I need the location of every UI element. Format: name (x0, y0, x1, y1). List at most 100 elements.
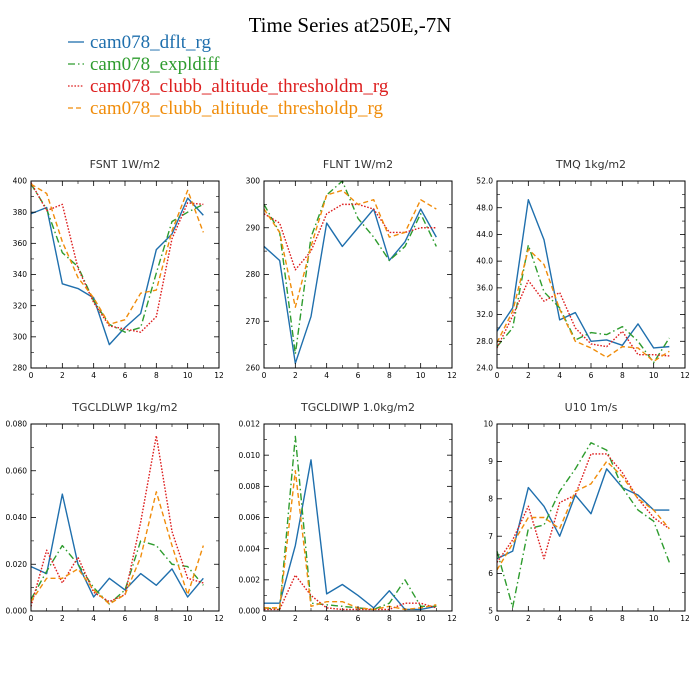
y-tick-label: 24.0 (476, 364, 493, 373)
y-tick-label: 270 (246, 317, 261, 326)
y-tick-label: 0.004 (239, 544, 261, 553)
x-tick-label: 2 (60, 614, 65, 623)
y-tick-label: 0.060 (6, 466, 28, 475)
series-line (496, 198, 670, 349)
chart-panel: TGCLDIWP 1.0kg/m2 0 2 4 6 8 10 12 0.000 0.002 0.00… (239, 401, 457, 623)
y-tick-label: 300 (246, 177, 261, 186)
y-tick-label: 32.0 (476, 310, 493, 319)
y-tick-label: 8 (488, 494, 493, 503)
legend-label: cam078_clubb_altitude_thresholdp_rg (90, 98, 384, 119)
x-tick-label: 0 (29, 614, 34, 623)
series-line (496, 279, 670, 357)
y-tick-label: 0.008 (239, 482, 261, 491)
panel-title: TMQ 1kg/m2 (555, 158, 626, 171)
chart-panel: TMQ 1kg/m2 0 2 4 6 8 10 12 24.0 28.0 32.0 36.0 40.0 4… (476, 158, 690, 380)
series-line (30, 540, 204, 605)
y-tick-label: 0.040 (6, 513, 28, 522)
series-line (496, 460, 670, 571)
series-line (30, 493, 204, 598)
x-tick-label: 2 (526, 371, 531, 380)
series-line (264, 574, 437, 611)
y-tick-label: 290 (246, 223, 261, 232)
panel-title: U10 1m/s (565, 401, 618, 414)
series-line (263, 435, 437, 611)
x-tick-label: 0 (495, 614, 500, 623)
x-tick-label: 0 (495, 371, 500, 380)
legend-item: cam078_clubb_altitude_thresholdm_rg (68, 76, 389, 97)
x-tick-label: 10 (649, 371, 659, 380)
y-tick-label: 5 (488, 607, 493, 616)
series-line (30, 491, 204, 605)
y-tick-label: 52.0 (476, 177, 493, 186)
x-tick-label: 12 (680, 371, 690, 380)
series-line (496, 248, 670, 363)
x-tick-label: 2 (293, 614, 298, 623)
x-tick-label: 0 (262, 371, 267, 380)
y-tick-label: 36.0 (476, 283, 493, 292)
x-tick-label: 6 (123, 371, 128, 380)
x-tick-label: 4 (91, 614, 96, 623)
series-line (496, 468, 670, 560)
series-line (30, 434, 204, 607)
series-line (30, 183, 204, 333)
x-tick-label: 8 (387, 614, 392, 623)
panel-title: FSNT 1W/m2 (90, 158, 161, 171)
chart-panel: U10 1m/s 0 2 4 6 8 10 12 5 6 7 8 9 10 (483, 401, 690, 623)
y-tick-label: 0.006 (239, 513, 261, 522)
legend-item: cam078_expldiff (68, 54, 220, 75)
x-tick-label: 6 (356, 371, 361, 380)
x-tick-label: 0 (262, 614, 267, 623)
y-tick-label: 280 (246, 270, 261, 279)
series-line (496, 453, 670, 563)
y-tick-label: 0.012 (239, 420, 261, 429)
figure-title: Time Series at250E,-7N (249, 13, 452, 37)
x-tick-label: 4 (324, 614, 329, 623)
series-line (30, 182, 204, 333)
chart-panel: FSNT 1W/m2 0 2 4 6 8 10 12 280 300 320 340 360 380 400 (13, 158, 224, 380)
x-tick-label: 10 (649, 614, 659, 623)
y-tick-label: 400 (13, 177, 28, 186)
series-line (264, 459, 437, 611)
x-tick-label: 4 (324, 371, 329, 380)
panel-title: TGCLDLWP 1kg/m2 (71, 401, 177, 414)
y-tick-label: 10 (483, 420, 493, 429)
x-tick-label: 6 (123, 614, 128, 623)
x-tick-label: 10 (183, 371, 193, 380)
panel-title: FLNT 1W/m2 (323, 158, 393, 171)
x-tick-label: 2 (293, 371, 298, 380)
y-tick-label: 0.000 (239, 607, 261, 616)
plot-frame (30, 180, 220, 369)
y-tick-label: 300 (13, 332, 28, 341)
y-tick-label: 0.020 (6, 560, 28, 569)
y-tick-label: 44.0 (476, 230, 493, 239)
x-tick-label: 6 (356, 614, 361, 623)
series-line (264, 470, 437, 611)
x-tick-label: 2 (526, 614, 531, 623)
x-tick-label: 10 (183, 614, 193, 623)
x-tick-label: 6 (589, 371, 594, 380)
chart-panel: FLNT 1W/m2 0 2 4 6 8 10 12 260 270 280 290 300 (246, 158, 457, 380)
y-tick-label: 28.0 (476, 337, 493, 346)
y-tick-label: 380 (13, 208, 28, 217)
x-tick-label: 12 (214, 614, 224, 623)
y-tick-label: 48.0 (476, 203, 493, 212)
x-tick-label: 12 (447, 371, 457, 380)
x-tick-label: 10 (416, 371, 426, 380)
x-tick-label: 10 (416, 614, 426, 623)
y-tick-label: 280 (13, 364, 28, 373)
y-tick-label: 260 (246, 364, 261, 373)
panel-title: TGCLDIWP 1.0kg/m2 (300, 401, 415, 414)
x-tick-label: 12 (214, 371, 224, 380)
chart-panel: TGCLDLWP 1kg/m2 0 2 4 6 8 10 12 0.000 0.020 0.040 0… (6, 401, 224, 623)
x-tick-label: 8 (620, 614, 625, 623)
series-line (30, 183, 204, 326)
y-tick-label: 0.080 (6, 420, 28, 429)
y-tick-label: 0.002 (239, 575, 261, 584)
legend-item: cam078_dflt_rg (68, 32, 212, 53)
y-tick-label: 0.000 (6, 607, 28, 616)
x-tick-label: 8 (154, 614, 159, 623)
x-tick-label: 0 (29, 371, 34, 380)
x-tick-label: 4 (91, 371, 96, 380)
y-tick-label: 340 (13, 270, 28, 279)
